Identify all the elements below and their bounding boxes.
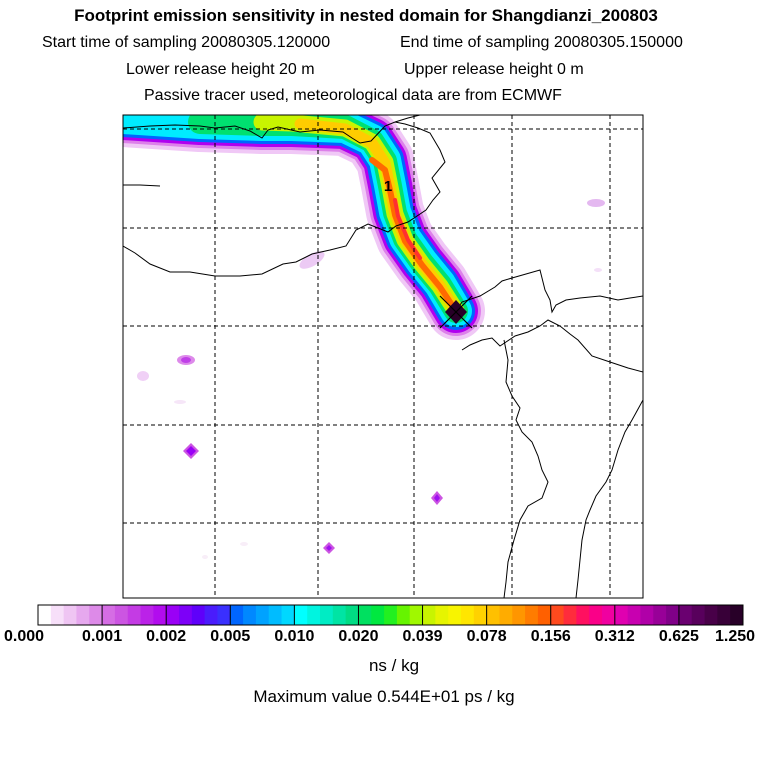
colorbar-cells [38,605,744,625]
colorbar-tick-label: 0.001 [82,628,123,645]
colorbar-cell [602,605,616,625]
colorbar-cell [345,605,359,625]
colorbar-cell [179,605,193,625]
colorbar-cell [191,605,206,625]
colorbar-cell [63,605,77,625]
lower-release-height-label: Lower release height 20 m [126,61,315,78]
colorbar-cell [320,605,334,625]
emission-patches [137,199,605,559]
colorbar-cell [358,605,372,625]
colorbar-cell [409,605,423,625]
colorbar-cell [38,605,52,625]
colorbar-cell [691,605,705,625]
upper-release-height-label: Upper release height 0 m [404,61,584,78]
colorbar-cell [640,605,654,625]
colorbar-cell [461,605,475,625]
colorbar-tick-label: 0.005 [210,628,251,645]
colorbar-cell [294,605,308,625]
colorbar-cell [576,605,590,625]
colorbar-tick-label: 0.000 [3,628,45,645]
colorbar-cell [614,605,629,625]
colorbar-cell [435,605,449,625]
colorbar-tick-label: 1.250 [714,628,756,645]
colorbar-units: ns / kg [368,656,420,675]
colorbar-cell [255,605,270,625]
colorbar-cell [653,605,667,625]
colorbar-cell [371,605,385,625]
colorbar-cell [332,605,347,625]
colorbar-cell [50,605,65,625]
colorbar-dividers [101,605,680,625]
colorbar-cell [666,605,680,625]
colorbar-cell [704,605,718,625]
colorbar-cell [114,605,129,625]
colorbar-cell [730,605,744,625]
colorbar-cell [102,605,116,625]
colorbar-tick-label: 0.312 [594,628,635,645]
colorbar-cell [422,605,436,625]
colorbar-cell [550,605,564,625]
end-time-label: End time of sampling 20080305.150000 [400,34,683,51]
colorbar-tick-label: 0.039 [402,628,443,645]
graticule [123,115,643,598]
colorbar-cell [243,605,257,625]
colorbar-cell [140,605,154,625]
colorbar-frame [37,604,744,626]
colorbar-cell [217,605,231,625]
colorbar-cell [589,605,603,625]
colorbar-cell [499,605,513,625]
colorbar-cell [448,605,462,625]
colorbar-cell [127,605,141,625]
colorbar-cell [525,605,539,625]
colorbar-tick-label: 0.020 [338,628,379,645]
colorbar-cell [563,605,577,625]
colorbar-cell [627,605,641,625]
colorbar-cell [268,605,282,625]
map-frame [122,114,644,599]
colorbar-cell [166,605,180,625]
colorbar-cell [153,605,167,625]
colorbar-tick-label: 0.010 [274,628,315,645]
colorbar-cell [384,605,398,625]
colorbar-tick-label: 0.156 [530,628,571,645]
colorbar-tick-label: 0.625 [658,628,699,645]
colorbar-cell [678,605,693,625]
start-time-label: Start time of sampling 20080305.120000 [42,34,331,51]
colorbar-cell [89,605,103,625]
tracer-info-label: Passive tracer used, meteorological data… [144,87,562,104]
colorbar-cell [717,605,731,625]
colorbar-tick-label: 0.002 [146,628,187,645]
maximum-value-label: Maximum value 0.544E+01 ps / kg [253,687,515,706]
colorbar-cell [537,605,552,625]
map-title: Footprint emission sensitivity in nested… [74,6,658,25]
colorbar-cell [396,605,411,625]
receptor-site-marker [439,295,473,329]
colorbar-cell [76,605,90,625]
colorbar-tick-label: 0.078 [466,628,507,645]
plume-release-marker-label: 1 [384,178,392,195]
colorbar-cell [281,605,295,625]
colorbar-cell [473,605,488,625]
colorbar-cell [486,605,500,625]
colorbar-cell [512,605,526,625]
colorbar-cell [230,605,244,625]
colorbar-cell [307,605,321,625]
colorbar-cell [204,605,218,625]
